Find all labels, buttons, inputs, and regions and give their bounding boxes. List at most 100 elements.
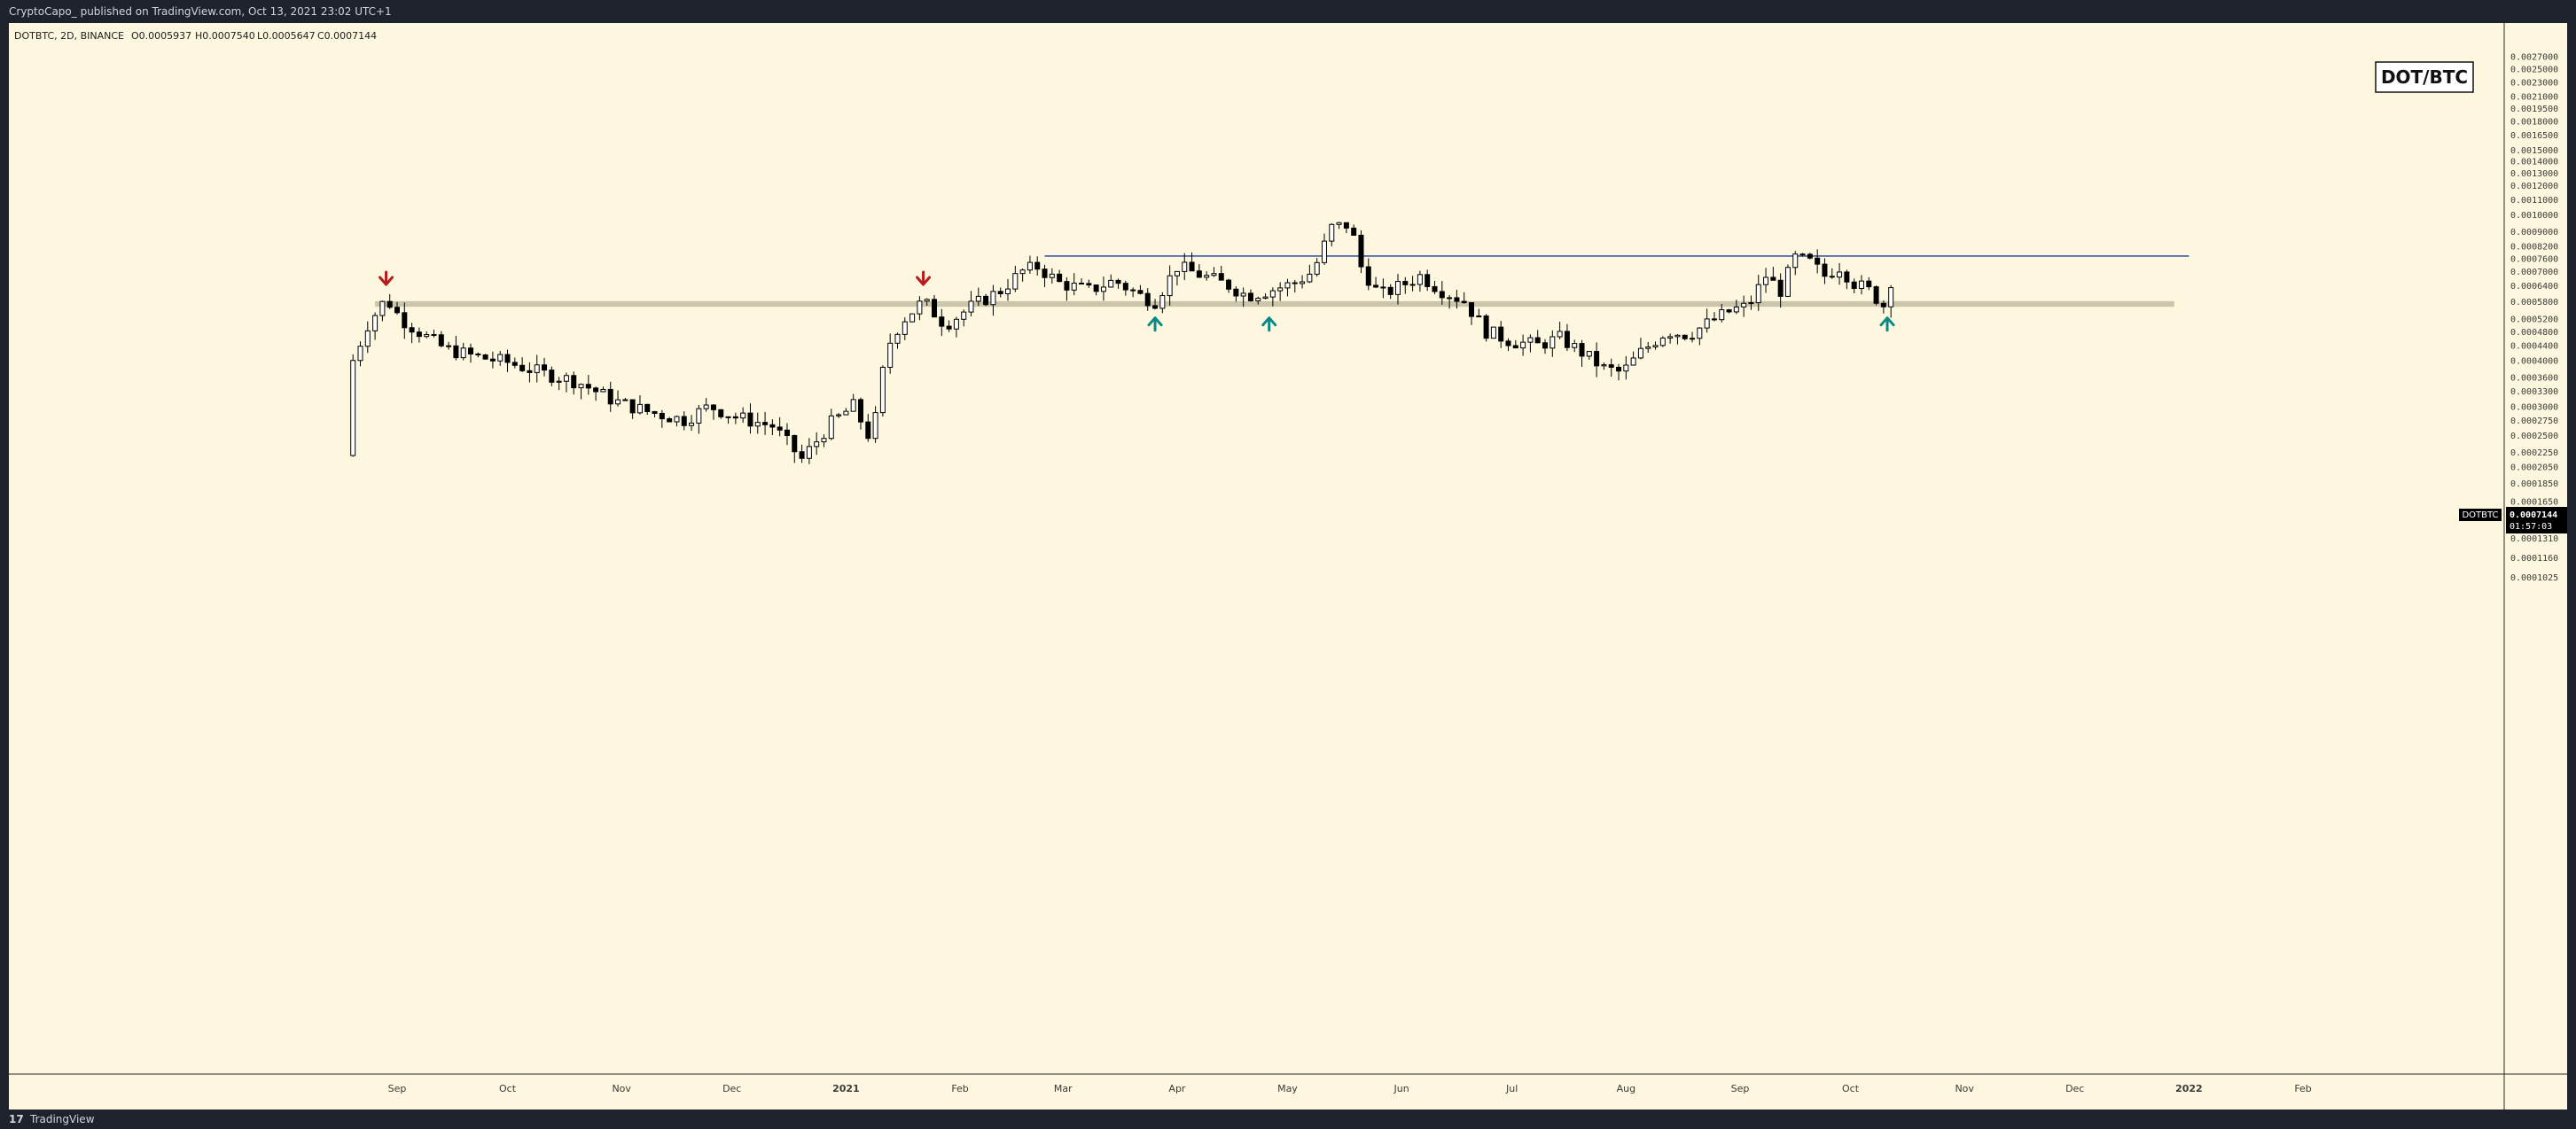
candle <box>725 416 731 424</box>
candle <box>1564 323 1570 351</box>
support-zone[interactable] <box>375 300 2174 308</box>
arrow-down-icon[interactable] <box>379 270 394 286</box>
price-tick-label: 0.0016500 <box>2510 131 2558 141</box>
candle <box>1402 276 1409 294</box>
candle <box>1100 276 1106 301</box>
candle <box>1211 267 1217 277</box>
price-tick-label: 0.0003600 <box>2510 374 2558 384</box>
price-tick-label: 0.0008200 <box>2510 243 2558 253</box>
publisher-text: CryptoCapo_ published on TradingView.com… <box>9 5 392 18</box>
candle <box>946 320 952 332</box>
price-tick-label: 0.0003000 <box>2510 402 2558 412</box>
candle <box>1292 279 1298 293</box>
candle <box>1300 275 1306 289</box>
candle <box>1822 258 1828 284</box>
candle <box>696 404 702 434</box>
price-tick-label: 0.0021000 <box>2510 93 2558 103</box>
candle <box>615 390 621 407</box>
candle <box>1122 280 1128 296</box>
candle <box>1233 286 1239 302</box>
candle <box>438 331 444 348</box>
candle <box>1425 269 1431 292</box>
candle <box>932 294 937 318</box>
tradingview-brand[interactable]: TradingView <box>30 1113 95 1125</box>
arrow-up-icon[interactable] <box>1261 316 1277 332</box>
candle <box>674 415 680 427</box>
price-tick-label: 0.0001850 <box>2510 479 2558 489</box>
price-tick-label: 0.0006400 <box>2510 282 2558 292</box>
candle <box>1182 253 1188 281</box>
footer-bar: 17 TradingView <box>0 1110 2576 1129</box>
candle <box>511 357 518 369</box>
candle <box>1086 279 1092 288</box>
price-axis[interactable]: 0.0027000 0.0025000 0.0023000 0.0021000 0.00… <box>2510 53 2558 584</box>
price-tick-label: 0.0001310 <box>2510 534 2558 544</box>
candle <box>1409 276 1416 292</box>
candle <box>1542 339 1549 354</box>
candle <box>1520 334 1526 356</box>
arrow-down-icon[interactable] <box>916 270 932 286</box>
arrow-up-icon[interactable] <box>1879 316 1895 332</box>
price-tick-label: 0.0011000 <box>2510 196 2558 206</box>
price-tick-label: 0.0002500 <box>2510 432 2558 441</box>
candle <box>1329 222 1335 246</box>
candle <box>424 331 430 339</box>
candle <box>1137 284 1144 295</box>
candle <box>1498 321 1504 348</box>
candle <box>1490 326 1496 339</box>
price-tick-label: 0.0005800 <box>2510 298 2558 308</box>
candle <box>578 383 584 400</box>
candle <box>1196 264 1202 278</box>
candle <box>1711 312 1717 322</box>
candle <box>1387 284 1393 300</box>
candle <box>850 393 856 412</box>
candle <box>836 412 842 418</box>
ohlc-low: L0.0005647 <box>257 30 316 42</box>
candle <box>718 409 724 419</box>
chart[interactable]: DOTBTC, 2D, BINANCE O0.0005937 H0.000754… <box>9 23 2567 1110</box>
candle <box>402 302 408 339</box>
ohlc-high: H0.0007540 <box>195 30 255 42</box>
candle <box>1218 266 1224 281</box>
price-tick-label: 0.0007000 <box>2510 268 2558 277</box>
candle <box>1469 302 1474 325</box>
price-tick-label: 0.0002050 <box>2510 463 2558 473</box>
candle <box>460 342 466 361</box>
candle <box>1174 270 1180 286</box>
candle <box>1586 351 1592 360</box>
price-tick-label: 0.0009000 <box>2510 228 2558 237</box>
time-tick-label: Jun <box>1393 1083 1409 1094</box>
time-tick-label: Jul <box>1505 1083 1518 1094</box>
candle <box>468 343 474 363</box>
price-tick-label: 0.0005200 <box>2510 315 2558 324</box>
candle <box>799 444 805 463</box>
candle <box>1026 255 1033 274</box>
chart-title: DOT/BTC <box>2381 66 2468 88</box>
price-tick-label: 0.0001025 <box>2510 573 2558 583</box>
price-tick-label: 0.0001160 <box>2510 554 2558 564</box>
candle <box>1144 288 1151 311</box>
candle <box>1064 276 1070 301</box>
candle <box>887 333 894 374</box>
candle <box>983 293 989 307</box>
candle <box>585 375 591 395</box>
candle <box>571 371 577 395</box>
arrow-up-icon[interactable] <box>1147 316 1163 332</box>
candle <box>997 287 1003 298</box>
candle <box>1630 351 1636 366</box>
candle <box>961 309 967 327</box>
candle <box>379 300 386 322</box>
chart-frame[interactable]: DOTBTC, 2D, BINANCE O0.0005937 H0.000754… <box>9 23 2567 1110</box>
price-tick-label: 0.0004000 <box>2510 357 2558 367</box>
candle <box>504 349 511 372</box>
candle <box>1226 278 1232 293</box>
last-price-symbol: DOTBTC <box>2462 510 2498 520</box>
candle <box>1784 264 1791 298</box>
candle <box>527 362 533 383</box>
time-axis[interactable]: Sep Oct Nov Dec 2021 Feb Mar Apr May Jun Jul Aug Sep… <box>388 1083 2312 1094</box>
candle <box>394 301 400 315</box>
candle <box>1034 256 1041 276</box>
candle <box>475 352 481 358</box>
candle <box>1093 284 1099 296</box>
candle <box>1079 278 1085 285</box>
